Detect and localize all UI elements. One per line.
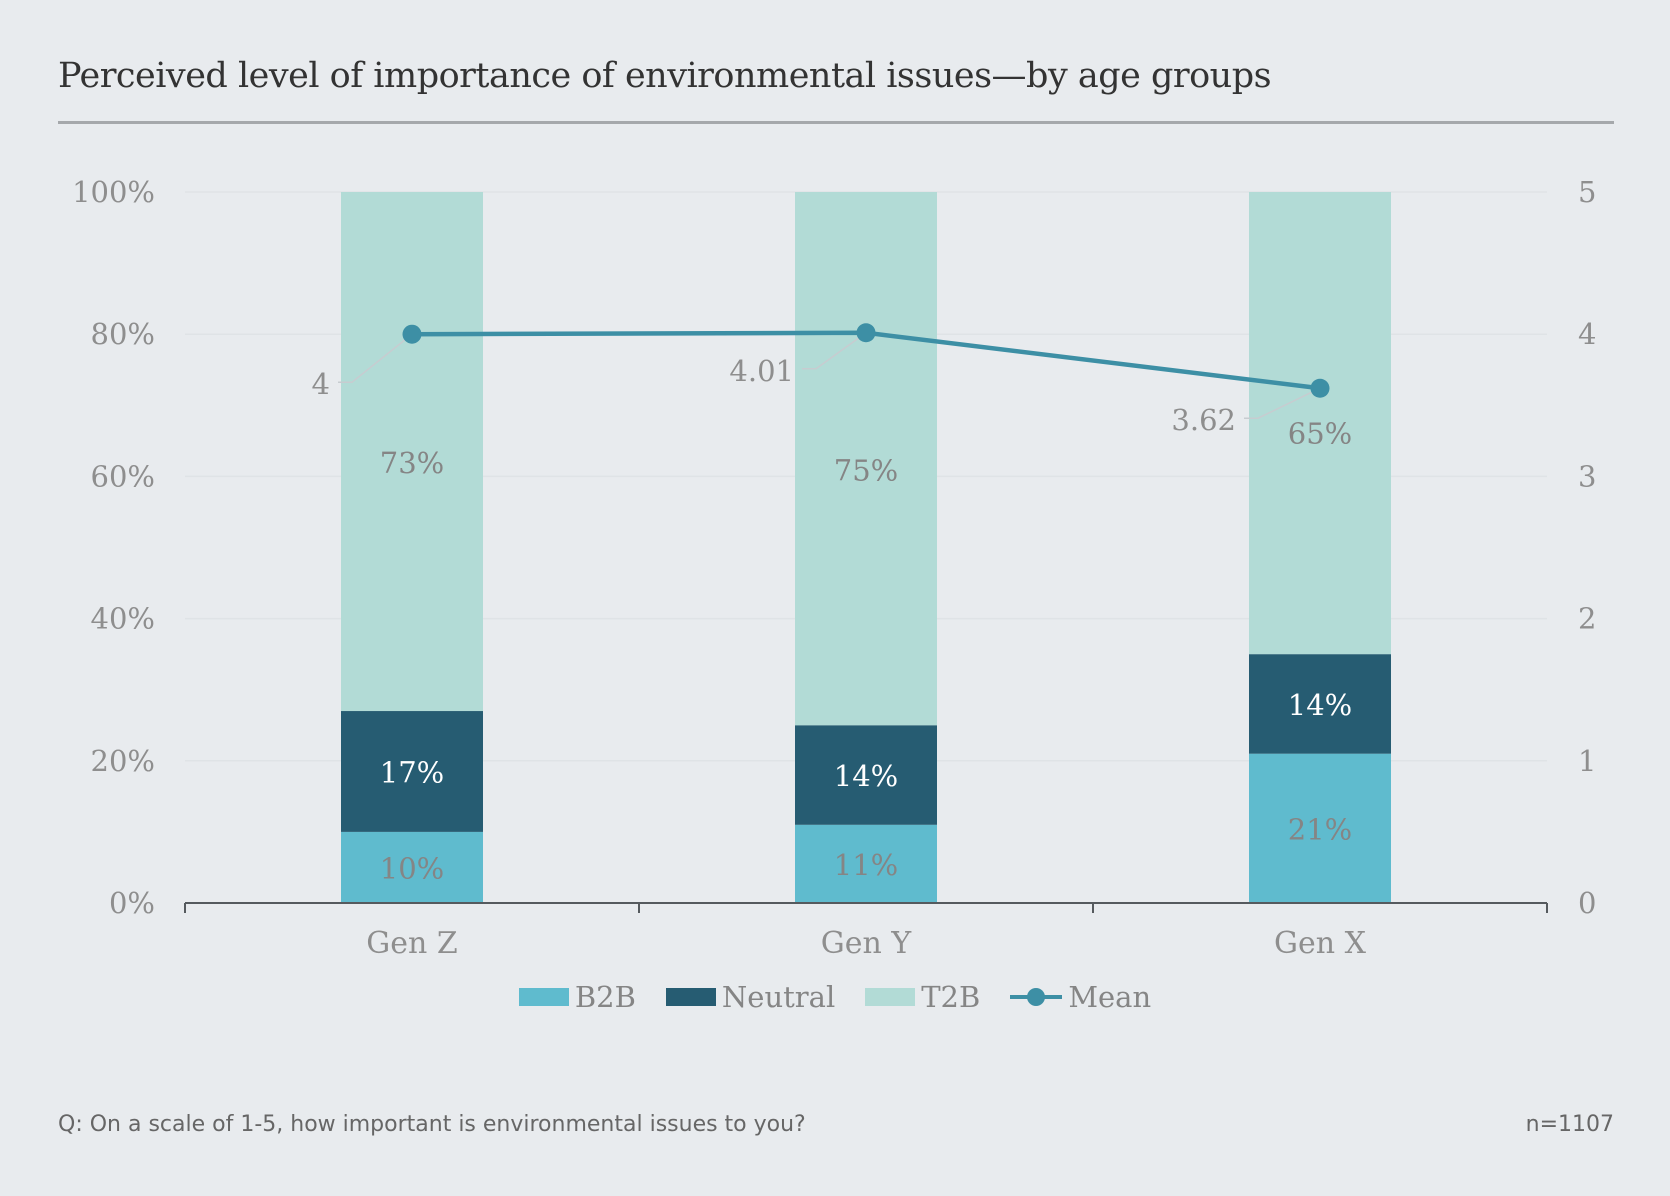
legend-label-neutral: Neutral bbox=[721, 980, 836, 1014]
y-right-tick-label: 5 bbox=[1578, 175, 1596, 209]
data-label-neutral: 14% bbox=[834, 759, 898, 793]
bar-b2b bbox=[795, 824, 937, 903]
data-label-t2b: 75% bbox=[834, 453, 898, 487]
data-label-t2b: 73% bbox=[380, 446, 444, 480]
bar-labels: 10% 17% 73% 11% 14% 75% 21% 14% 65% bbox=[380, 416, 1352, 885]
data-label-b2b: 21% bbox=[1288, 812, 1352, 846]
y-left-tick-label: 40% bbox=[91, 602, 155, 636]
y-left-tick-label: 60% bbox=[91, 459, 155, 493]
legend-item-b2b: B2B bbox=[518, 980, 636, 1014]
bar-b2b bbox=[1249, 753, 1391, 903]
mean-point bbox=[856, 323, 876, 343]
mean-point bbox=[402, 324, 422, 344]
mean-leader-line bbox=[802, 332, 867, 370]
sample-size: n=1107 bbox=[1525, 1112, 1614, 1137]
bar-neutral bbox=[1249, 654, 1391, 754]
x-category-label: Gen X bbox=[1274, 926, 1367, 961]
y-right-tick-label: 4 bbox=[1578, 317, 1596, 351]
mean-data-label: 3.62 bbox=[1171, 403, 1236, 437]
x-category-label: Gen Z bbox=[366, 926, 457, 961]
legend-item-neutral: Neutral bbox=[665, 980, 836, 1014]
data-label-neutral: 17% bbox=[380, 755, 444, 789]
legend-label-t2b: T2B bbox=[921, 980, 981, 1014]
y-right-tick-label: 0 bbox=[1578, 886, 1596, 920]
data-label-neutral: 14% bbox=[1288, 688, 1352, 722]
y-left-tick-label: 100% bbox=[72, 175, 155, 209]
question-footnote: Q: On a scale of 1-5, how important is e… bbox=[58, 1112, 806, 1137]
x-category-label: Gen Y bbox=[821, 926, 913, 961]
axes: 0% 20% 40% 60% 80% 100% 0 1 2 3 4 5 Gen Z Gen Y Gen X bbox=[72, 175, 1596, 961]
data-label-b2b: 10% bbox=[380, 851, 444, 885]
legend-item-t2b: T2B bbox=[865, 980, 980, 1014]
y-left-tick-label: 0% bbox=[109, 886, 155, 920]
bar-neutral bbox=[341, 711, 483, 832]
data-label-t2b: 65% bbox=[1288, 416, 1352, 450]
mean-line-series: 4 4.01 3.62 bbox=[312, 323, 1330, 437]
legend: B2B Neutral T2B Mean bbox=[0, 980, 1670, 1014]
mean-data-label: 4.01 bbox=[729, 354, 794, 388]
mean-data-label: 4 bbox=[312, 367, 330, 401]
legend-swatch-t2b bbox=[865, 988, 916, 1006]
data-label-b2b: 11% bbox=[834, 848, 898, 882]
bar-neutral bbox=[795, 725, 937, 825]
mean-point bbox=[1310, 378, 1330, 398]
mean-leader-line bbox=[338, 333, 413, 383]
legend-label-b2b: B2B bbox=[574, 980, 636, 1014]
bars bbox=[341, 192, 1391, 903]
bar-b2b bbox=[341, 831, 483, 903]
legend-swatch-b2b bbox=[518, 988, 569, 1006]
bar-t2b bbox=[795, 192, 937, 726]
mean-leader-line bbox=[1244, 387, 1321, 419]
y-left-tick-label: 20% bbox=[91, 744, 155, 778]
y-right-tick-label: 2 bbox=[1578, 602, 1596, 636]
legend-swatch-mean bbox=[1010, 988, 1063, 1006]
legend-swatch-neutral bbox=[665, 988, 716, 1006]
y-right-tick-label: 1 bbox=[1578, 744, 1596, 778]
title-divider bbox=[58, 121, 1614, 124]
legend-label-mean: Mean bbox=[1068, 980, 1152, 1014]
bar-t2b bbox=[1249, 192, 1391, 655]
y-left-tick-label: 80% bbox=[91, 317, 155, 351]
chart-title: Perceived level of importance of environ… bbox=[58, 56, 1272, 96]
bar-t2b bbox=[341, 192, 483, 712]
y-right-tick-label: 3 bbox=[1578, 459, 1596, 493]
legend-item-mean: Mean bbox=[1010, 980, 1151, 1014]
